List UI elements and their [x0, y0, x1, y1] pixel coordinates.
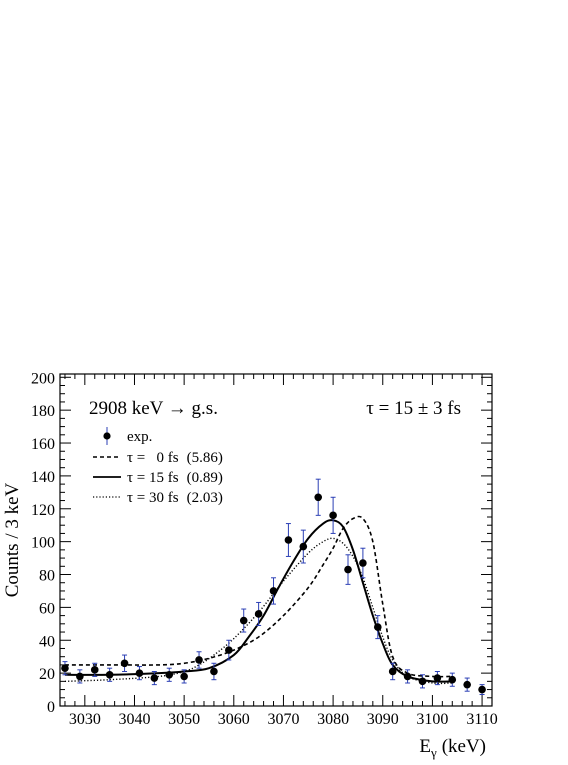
- y-tick-label: 200: [31, 370, 55, 387]
- data-point: [90, 666, 99, 674]
- y-tick-label: 80: [39, 568, 55, 585]
- data-point: [373, 623, 382, 631]
- legend-item-tau30: τ = 30 fs (2.03): [93, 490, 223, 506]
- x-tick-label: 3030: [69, 711, 101, 728]
- legend-item-tau15: τ = 15 fs (0.89): [93, 470, 223, 486]
- legend-label-tau0: τ = 0 fs (5.86): [127, 450, 223, 466]
- transition-annotation: 2908 keV → g.s.: [89, 398, 218, 419]
- data-point: [403, 672, 412, 681]
- curve-tau0: [64, 515, 453, 678]
- x-tick-label: 3090: [367, 711, 399, 728]
- legend-label-tau15: τ = 15 fs (0.89): [127, 470, 223, 486]
- data-point: [433, 674, 442, 682]
- data-point: [478, 685, 486, 694]
- x-tick-label: 3080: [317, 711, 349, 728]
- y-tick-label: 20: [39, 666, 55, 683]
- data-point: [180, 672, 188, 681]
- legend: exp. τ = 0 fs (5.86) τ = 15 fs (0.89) τ = …: [93, 427, 223, 506]
- data-point: [195, 656, 203, 664]
- y-tick-label: 180: [31, 403, 55, 420]
- data-point: [210, 667, 218, 676]
- y-tick-label: 120: [31, 502, 55, 519]
- y-tick-label: 100: [31, 535, 55, 552]
- data-point: [284, 536, 293, 544]
- data-point: [388, 667, 397, 676]
- data-point: [120, 659, 129, 668]
- x-tick-label: 3100: [416, 711, 448, 728]
- x-axis-label-unit: (keV): [442, 736, 486, 757]
- data-point: [76, 672, 84, 681]
- fit-curves: [64, 515, 453, 685]
- data-point: [314, 493, 323, 502]
- y-tick-label: 140: [31, 469, 55, 486]
- data-point: [463, 680, 471, 689]
- x-axis-label-subscript: γ: [430, 745, 437, 760]
- data-point: [299, 542, 308, 551]
- legend-marker-data: [103, 432, 111, 440]
- x-tick-label: 3050: [168, 711, 200, 728]
- data-point: [105, 670, 114, 679]
- y-tick-label: 160: [31, 436, 55, 453]
- data-point: [225, 646, 233, 654]
- legend-item-data: exp.: [103, 427, 152, 445]
- data-point: [329, 511, 337, 520]
- data-point: [418, 677, 427, 686]
- y-tick-label: 60: [39, 600, 55, 617]
- x-tick-label: 3040: [118, 711, 150, 728]
- plot-frame: [59, 373, 493, 707]
- data-point: [269, 587, 278, 595]
- data-point: [359, 559, 367, 567]
- x-axis-label: Eγ (keV): [419, 736, 486, 760]
- y-axis-label: Counts / 3 keV: [2, 482, 23, 597]
- data-point: [254, 610, 263, 618]
- data-point: [135, 669, 144, 677]
- x-tick-label: 3110: [466, 711, 497, 728]
- curve-tau30: [64, 537, 453, 685]
- legend-label-tau30: τ = 30 fs (2.03): [127, 490, 223, 506]
- y-tick-label: 40: [39, 633, 55, 650]
- y-tick-label: 0: [47, 699, 55, 716]
- x-axis: 3030 3040 3050 3060 3070 3080 3090 3100 3110: [64, 374, 498, 728]
- x-tick-label: 3060: [218, 711, 250, 728]
- lifetime-annotation: τ = 15 ± 3 fs: [366, 398, 461, 419]
- x-tick-label: 3070: [267, 711, 299, 728]
- legend-label-data: exp.: [127, 429, 152, 445]
- curve-tau15: [64, 519, 453, 683]
- data-points: [61, 478, 486, 695]
- data-point: [150, 674, 159, 682]
- data-point: [239, 616, 248, 625]
- data-point: [165, 670, 174, 679]
- legend-item-tau0: τ = 0 fs (5.86): [93, 450, 223, 466]
- data-point: [344, 565, 352, 574]
- data-point: [448, 675, 457, 684]
- data-point: [61, 664, 69, 672]
